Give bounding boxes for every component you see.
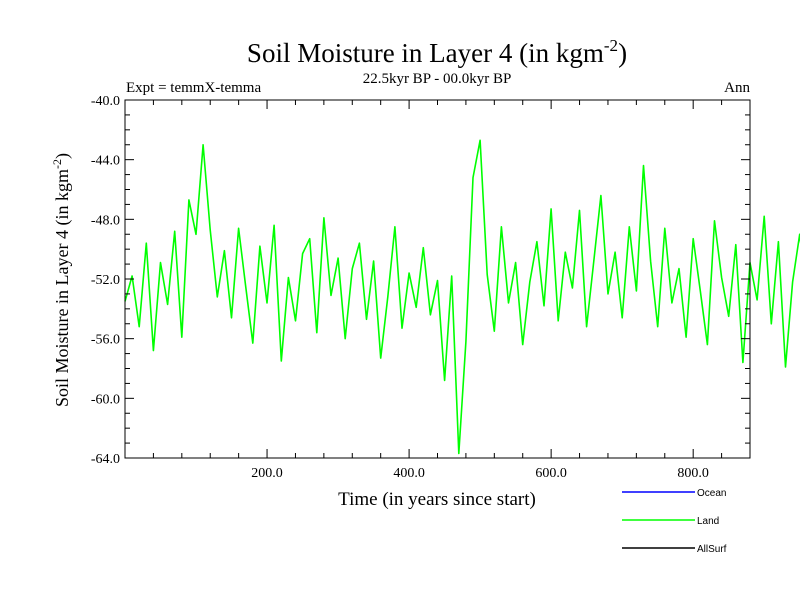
series-group (124, 139, 800, 455)
y-tick-label: -64.0 (91, 452, 120, 467)
season-label: Ann (724, 80, 750, 96)
x-axis-label: Time (in years since start) (338, 489, 536, 510)
y-tick-label: -48.0 (91, 213, 120, 228)
y-tick-label: -60.0 (91, 392, 120, 407)
experiment-label: Expt = temmX-temma (126, 80, 261, 96)
y-tick-label: -56.0 (91, 333, 120, 348)
plot-frame (124, 99, 751, 459)
x-tick-label: 600.0 (535, 466, 567, 481)
legend: Ocean Land AllSurf (622, 488, 727, 555)
y-axis-label: Soil Moisture in Layer 4 (in kgm-2) (50, 153, 73, 407)
x-tick-label: 200.0 (251, 466, 283, 481)
legend-label-land: Land (697, 516, 719, 527)
x-tick-label: 400.0 (393, 466, 425, 481)
legend-label-allsurf: AllSurf (697, 544, 727, 555)
y-tick-label: -52.0 (91, 273, 120, 288)
legend-label-ocean: Ocean (697, 488, 726, 499)
series-line-land (124, 139, 800, 455)
x-tick-label: 800.0 (677, 466, 709, 481)
tick-labels-group: -40.0 -44.0 -48.0 -52.0 -56.0 -60.0 -64.0 200.0… (91, 94, 709, 481)
y-tick-label: -44.0 (91, 154, 120, 169)
chart-title: Soil Moisture in Layer 4 (in kgm-2) (247, 36, 627, 68)
y-tick-label: -40.0 (91, 94, 120, 109)
ticks-group (125, 99, 750, 459)
chart-subtitle: 22.5kyr BP - 00.0kyr BP (363, 71, 512, 87)
